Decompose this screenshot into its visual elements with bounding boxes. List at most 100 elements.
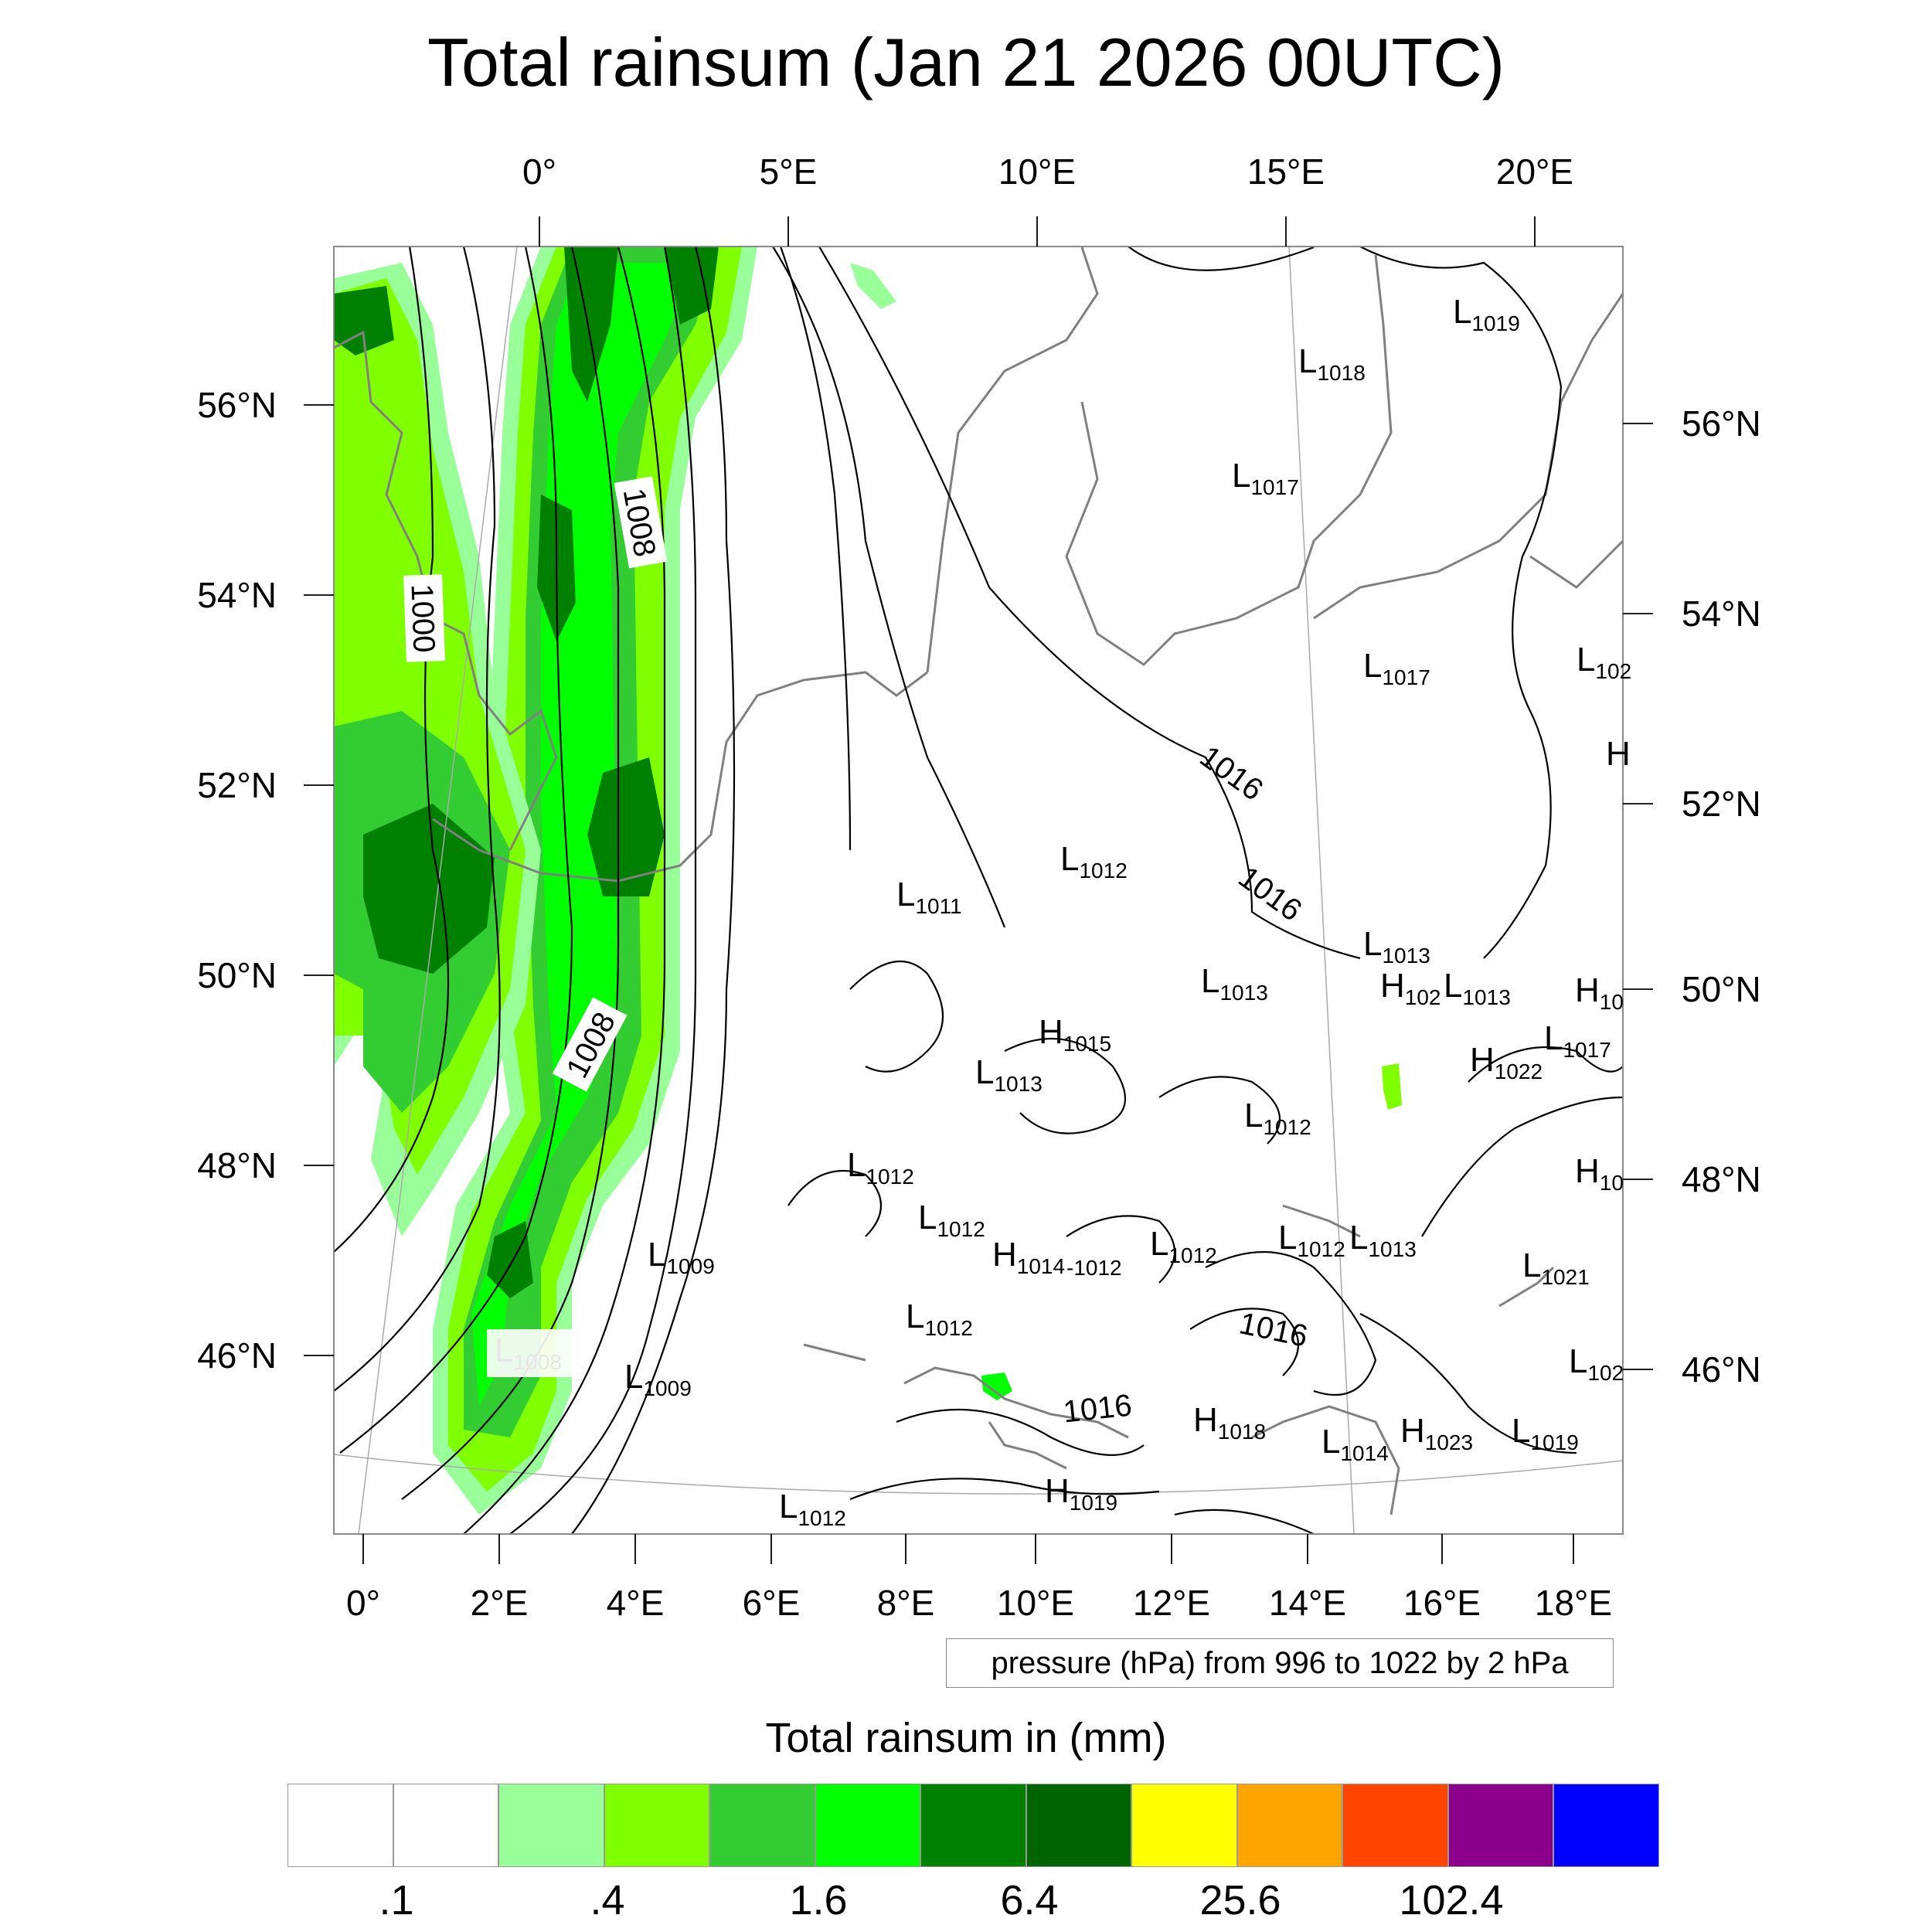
high-pressure-center: H102	[1380, 967, 1441, 1009]
colorbar-title: Total rainsum in (mm)	[765, 1715, 1167, 1761]
top-lon-label: 15°E	[1247, 151, 1325, 192]
high-pressure-center: H1019	[1045, 1472, 1117, 1515]
bottom-lon-label: 18°E	[1535, 1583, 1612, 1623]
rain-band-bright	[471, 263, 696, 1406]
low-pressure-center: L102	[1569, 1342, 1624, 1385]
colorbar-swatch	[1236, 1784, 1342, 1867]
bottom-lon-label: 6°E	[743, 1583, 801, 1623]
rain-patch-alps	[981, 1372, 1012, 1400]
right-lat-label: 48°N	[1682, 1159, 1761, 1199]
colorbar-swatch	[287, 1784, 393, 1867]
low-pressure-center: L1021	[1522, 1247, 1590, 1289]
right-lat-label: 52°N	[1682, 784, 1761, 824]
right-lat-label: 46°N	[1682, 1349, 1761, 1389]
left-lat-label: 50°N	[197, 955, 277, 995]
colorbar-swatch	[815, 1784, 920, 1867]
low-pressure-center: L1018	[1298, 342, 1366, 385]
colorbar-tick-label: .1	[379, 1877, 414, 1923]
plot-contents	[334, 247, 1623, 1534]
colorbar-tick-label: 25.6	[1199, 1877, 1281, 1923]
right-lat-label: 54°N	[1682, 594, 1761, 634]
high-pressure-center: H1022	[1470, 1041, 1543, 1083]
rain-shading	[334, 247, 1402, 1515]
bottom-lon-label: 8°E	[877, 1583, 935, 1623]
top-lon-label: 5°E	[760, 151, 818, 192]
colorbar-tick-label: 102.4	[1399, 1877, 1504, 1923]
pressure-note: pressure (hPa) from 996 to 1022 by 2 hPa	[946, 1638, 1614, 1688]
low-pressure-center: L1013	[1201, 962, 1268, 1005]
low-pressure-center: L1009	[624, 1358, 692, 1400]
bottom-lon-label: 0°	[346, 1583, 380, 1623]
pressure-centers: L1019 L1018 L1017 L1017 L102 H L1012 L1011 L1013…	[495, 293, 1631, 1530]
colorbar-swatch	[1131, 1784, 1237, 1867]
colorbar-swatch	[604, 1784, 709, 1867]
low-pressure-center: L1017	[1544, 1019, 1611, 1062]
colorbar-swatch	[1026, 1784, 1131, 1867]
rain-patch-east	[1382, 1063, 1402, 1110]
high-pressure-center: H10	[1575, 971, 1624, 1014]
high-pressure-center: H1014	[992, 1236, 1065, 1278]
left-lat-label: 52°N	[197, 765, 277, 805]
low-pressure-center: L1012	[906, 1298, 973, 1340]
top-lon-label: 20°E	[1496, 151, 1573, 192]
bottom-lon-label: 2°E	[471, 1583, 529, 1623]
colorbar-tick-labels: .1 .4 1.6 6.4 25.6 102.4	[0, 1876, 1932, 1930]
bottom-lon-label: 10°E	[997, 1583, 1074, 1623]
left-lat-label: 56°N	[197, 385, 277, 425]
bottom-lon-label: 4°E	[607, 1583, 665, 1623]
colorbar-swatch	[1553, 1784, 1659, 1867]
plot-border	[333, 246, 1624, 1535]
colorbar-tick-label: .4	[590, 1877, 625, 1923]
graticule	[334, 247, 1623, 1534]
high-pressure-center: H10	[1575, 1152, 1624, 1195]
isobar-value-label: 1016	[1193, 740, 1269, 808]
low-pressure-center: L1012	[1150, 1225, 1217, 1267]
right-lat-label: 56°N	[1682, 403, 1761, 444]
isobars	[334, 247, 1623, 1534]
stray-pressure-label: -1012	[1066, 1256, 1122, 1280]
low-pressure-center: L1013	[1363, 925, 1430, 968]
bottom-lon-label: 16°E	[1403, 1583, 1481, 1623]
bottom-lon-label: 14°E	[1269, 1583, 1346, 1623]
l1008-label-box	[487, 1329, 572, 1377]
colorbar-tick-label: 1.6	[789, 1877, 848, 1923]
colorbar	[287, 1784, 1659, 1867]
colorbar-swatch	[498, 1784, 604, 1867]
rain-patch-north	[850, 263, 896, 309]
low-pressure-center: L1011	[896, 876, 962, 918]
coastlines	[334, 247, 1623, 1515]
map-title: Total rainsum (Jan 21 2026 00UTC)	[427, 24, 1505, 100]
top-lon-label: 0°	[522, 151, 556, 192]
low-pressure-center: L1014	[1321, 1423, 1389, 1465]
low-pressure-center: L1017	[1232, 457, 1299, 499]
colorbar-swatch	[1342, 1784, 1448, 1867]
low-pressure-center: L1012	[1244, 1097, 1311, 1139]
axis-labels: 0° 5°E 10°E 15°E 20°E 56°N 54°N 52°N 50°…	[197, 151, 1761, 1623]
low-pressure-center: L1012	[1060, 840, 1128, 883]
rain-west-dark	[334, 286, 495, 974]
low-pressure-center: L1019	[1512, 1412, 1579, 1454]
left-lat-label: 48°N	[197, 1145, 277, 1185]
high-pressure-center: H1023	[1400, 1412, 1473, 1454]
low-pressure-center: L1012	[1278, 1219, 1345, 1261]
low-pressure-center: L1013	[1349, 1219, 1417, 1261]
colorbar-swatch	[709, 1784, 815, 1867]
isobar-value-label: 1016	[1236, 1306, 1311, 1354]
colorbar-swatch	[920, 1784, 1026, 1867]
colorbar-tick-label: 6.4	[1000, 1877, 1059, 1923]
low-pressure-center: L102	[1577, 641, 1631, 683]
low-pressure-center: L1017	[1363, 647, 1430, 689]
high-pressure-center: H1018	[1193, 1401, 1266, 1444]
colorbar-swatch	[393, 1784, 498, 1867]
low-pressure-center: L1013	[1444, 967, 1511, 1009]
left-lat-label: 54°N	[197, 575, 277, 615]
colorbar-swatch	[1447, 1784, 1553, 1867]
isobar-value-label: 1000	[404, 583, 440, 653]
rain-band-dark	[487, 247, 719, 1298]
isobar-value-label: 1016	[1062, 1388, 1134, 1429]
tick-marks	[304, 216, 1653, 1564]
low-pressure-center: L1012	[918, 1199, 985, 1241]
low-pressure-center: L1009	[648, 1236, 715, 1278]
